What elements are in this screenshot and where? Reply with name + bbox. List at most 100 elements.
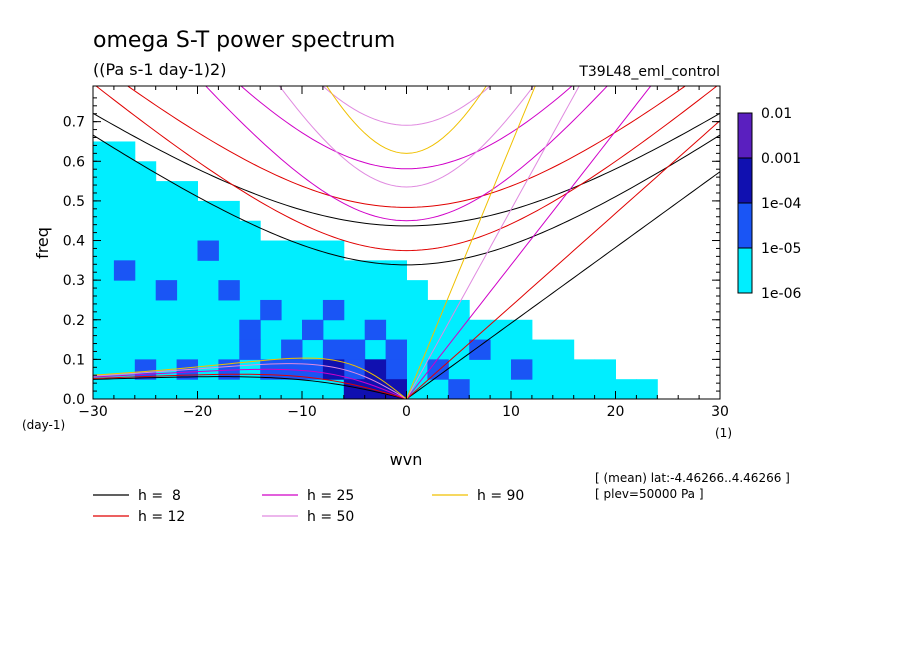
contour-cell-1e-06 <box>113 339 136 360</box>
contour-cell-1e-06 <box>93 240 115 261</box>
contour-cell-1e-06 <box>113 141 136 162</box>
contour-cell-1e-06 <box>406 359 428 380</box>
x-axis-ticks: −30 −20 −10 0 10 20 30 <box>78 86 729 420</box>
contour-cell-1e-06 <box>93 220 115 242</box>
contour-cell-1e-06 <box>113 240 136 261</box>
contour-cell-1e-06 <box>155 220 178 242</box>
contour-cell-1e-05 <box>343 359 366 380</box>
contour-cell-1e-06 <box>364 260 387 281</box>
kelvin-curve <box>406 86 652 399</box>
rossby-curve <box>93 363 407 399</box>
y-axis-ticks: 0.0 0.1 0.2 0.3 0.4 0.5 0.6 0.7 <box>63 97 720 408</box>
gravity-curve-2 <box>322 86 491 126</box>
contour-cell-1e-06 <box>260 319 282 341</box>
lat-annotation: [ (mean) lat:-4.46266..4.46266 ] <box>595 471 790 485</box>
contour-cell-1e-06 <box>281 379 303 399</box>
contour-cell-1e-06 <box>155 260 178 281</box>
contour-cell-1e-06 <box>134 280 157 301</box>
contour-cell-1e-06 <box>93 280 115 301</box>
contour-cell-1e-06 <box>511 319 533 341</box>
contour-cell-1e-06 <box>113 319 136 341</box>
contour-cell-1e-06 <box>155 200 178 222</box>
kelvin-curve <box>406 171 720 399</box>
gravity-curve <box>278 86 535 188</box>
contour-cell-1e-06 <box>176 339 198 360</box>
contour-cell-1e-05 <box>302 319 324 341</box>
contour-cell-1e-06 <box>93 200 115 222</box>
kelvin-curve <box>406 86 580 399</box>
contour-cell-1e-06 <box>448 299 470 321</box>
contour-cell-1e-06 <box>531 339 554 360</box>
contour-cell-1e-06 <box>260 240 282 261</box>
chart-title: omega S-T power spectrum <box>93 28 395 53</box>
contour-cell-1e-06 <box>197 299 219 321</box>
gravity-curve <box>95 86 718 252</box>
contour-cell-1e-06 <box>134 260 157 281</box>
contour-cell-1e-06 <box>176 379 198 399</box>
contour-cell-1e-06 <box>218 260 240 281</box>
contour-cell-1e-05 <box>260 299 282 321</box>
kelvin-curve <box>406 86 536 399</box>
contour-cell-1e-05 <box>364 319 387 341</box>
plot-area <box>93 86 720 399</box>
contour-cell-1e-05 <box>322 299 345 321</box>
contour-cell-1e-05 <box>281 339 303 360</box>
contour-cell-1e-06 <box>490 359 512 380</box>
legend-label: h = 90 <box>477 488 524 504</box>
y-tick-label: 0.6 <box>63 154 85 170</box>
legend-label: h = 50 <box>307 509 354 525</box>
contour-cell-1e-06 <box>113 280 136 301</box>
contour-cell-1e-06 <box>113 220 136 242</box>
rossby-curve <box>93 357 407 399</box>
x-tick-label: −30 <box>78 404 108 420</box>
contour-cell-1e-06 <box>134 299 157 321</box>
contour-cell-1e-06 <box>573 379 596 399</box>
contour-cell-1e-06 <box>552 379 575 399</box>
contour-cell-1e-06 <box>552 359 575 380</box>
contour-cell-1e-06 <box>155 240 178 261</box>
contour-cell-1e-06 <box>134 181 157 202</box>
contour-cell-1e-06 <box>281 299 303 321</box>
rossby-curve <box>93 368 407 399</box>
gravity-curve <box>205 86 608 222</box>
contour-cell-1e-05 <box>218 280 240 301</box>
contour-cell-1e-06 <box>302 339 324 360</box>
contour-cell-1e-06 <box>364 280 387 301</box>
contour-cell-1e-04 <box>322 359 345 380</box>
contour-cell-1e-06 <box>218 220 240 242</box>
contour-cell-1e-06 <box>239 260 261 281</box>
contour-cell-1e-05 <box>239 339 261 360</box>
plev-annotation: [ plev=50000 Pa ] <box>595 487 704 501</box>
contour-cell-1e-06 <box>281 240 303 261</box>
y-tick-label: 0.1 <box>63 352 85 368</box>
gravity-curve-2 <box>126 86 687 208</box>
contour-cell-1e-06 <box>490 319 512 341</box>
x-tick-label: −20 <box>183 404 213 420</box>
x-tick-label: 0 <box>402 404 411 420</box>
colorbar-label: 1e-04 <box>761 196 801 212</box>
contour-cell-1e-06 <box>322 260 345 281</box>
contour-cell-1e-06 <box>427 339 449 360</box>
contour-cell-1e-06 <box>406 299 428 321</box>
contour-cell-1e-06 <box>134 240 157 261</box>
contour-cell-1e-06 <box>448 359 470 380</box>
contour-cell-1e-06 <box>176 200 198 222</box>
contour-cell-1e-06 <box>302 379 324 399</box>
x-tick-label: 20 <box>607 404 625 420</box>
contour-cell-1e-06 <box>427 299 449 321</box>
contour-cell-1e-06 <box>197 339 219 360</box>
legend-label: h = 8 <box>138 488 181 504</box>
colorbar-segment <box>737 157 753 204</box>
run-label: T39L48_eml_control <box>578 64 720 80</box>
contour-cell-1e-06 <box>511 379 533 399</box>
contour-cell-1e-06 <box>134 339 157 360</box>
contour-cell-1e-06 <box>218 299 240 321</box>
contour-cell-1e-06 <box>176 299 198 321</box>
legend: h = 8 h = 12 h = 25 h = 50 h = 90 <box>93 488 524 525</box>
contour-cell-1e-06 <box>322 280 345 301</box>
contour-cell-1e-06 <box>176 220 198 242</box>
contour-cell-1e-06 <box>218 200 240 222</box>
colorbar-label: 1e-05 <box>761 241 801 257</box>
contour-cell-1e-06 <box>302 299 324 321</box>
